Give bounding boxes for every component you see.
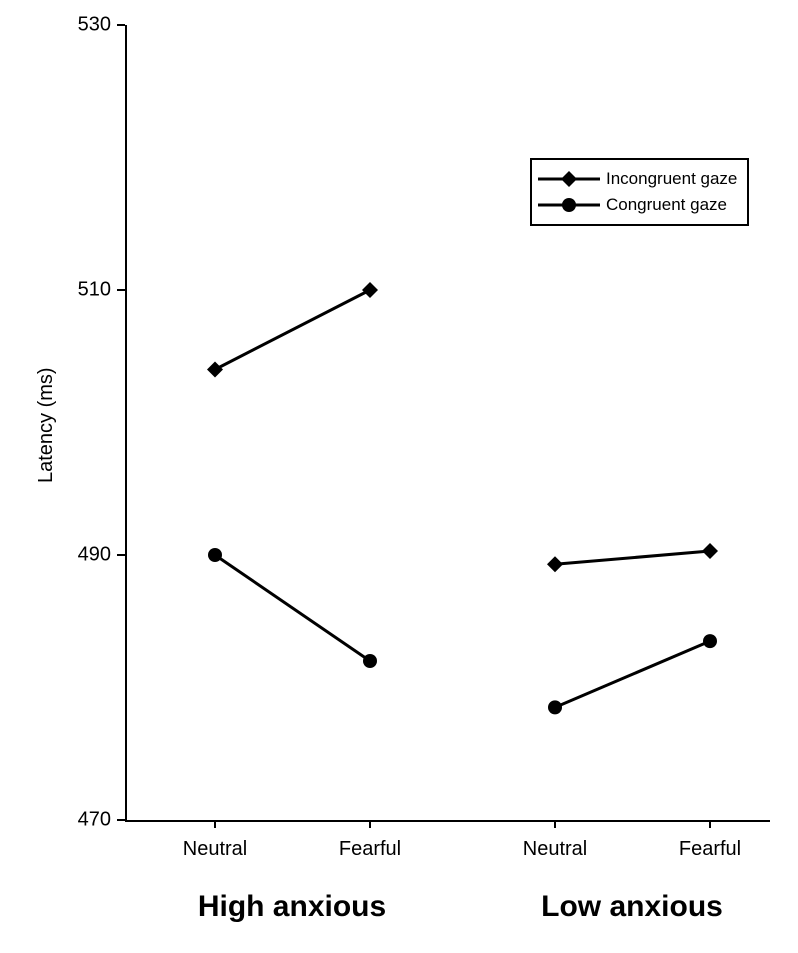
series-line [215, 290, 370, 370]
legend-sample [538, 192, 600, 218]
diamond-marker [207, 362, 223, 378]
diamond-marker [547, 556, 563, 572]
diamond-marker [702, 543, 718, 559]
plot-area [0, 0, 798, 953]
legend-label: Congruent gaze [606, 195, 727, 215]
legend-label: Incongruent gaze [606, 169, 737, 189]
circle-marker [548, 700, 562, 714]
legend-item: Congruent gaze [538, 192, 737, 218]
series-line [215, 555, 370, 661]
legend: Incongruent gaze Congruent gaze [530, 158, 749, 226]
diamond-marker [362, 282, 378, 298]
legend-item: Incongruent gaze [538, 166, 737, 192]
circle-icon [562, 198, 576, 212]
circle-marker [703, 634, 717, 648]
series-line [555, 641, 710, 707]
circle-marker [363, 654, 377, 668]
diamond-icon [561, 171, 577, 187]
legend-sample [538, 166, 600, 192]
circle-marker [208, 548, 222, 562]
series-line [555, 551, 710, 564]
chart-container: Latency (ms) 470490510530 NeutralFearful… [0, 0, 798, 953]
